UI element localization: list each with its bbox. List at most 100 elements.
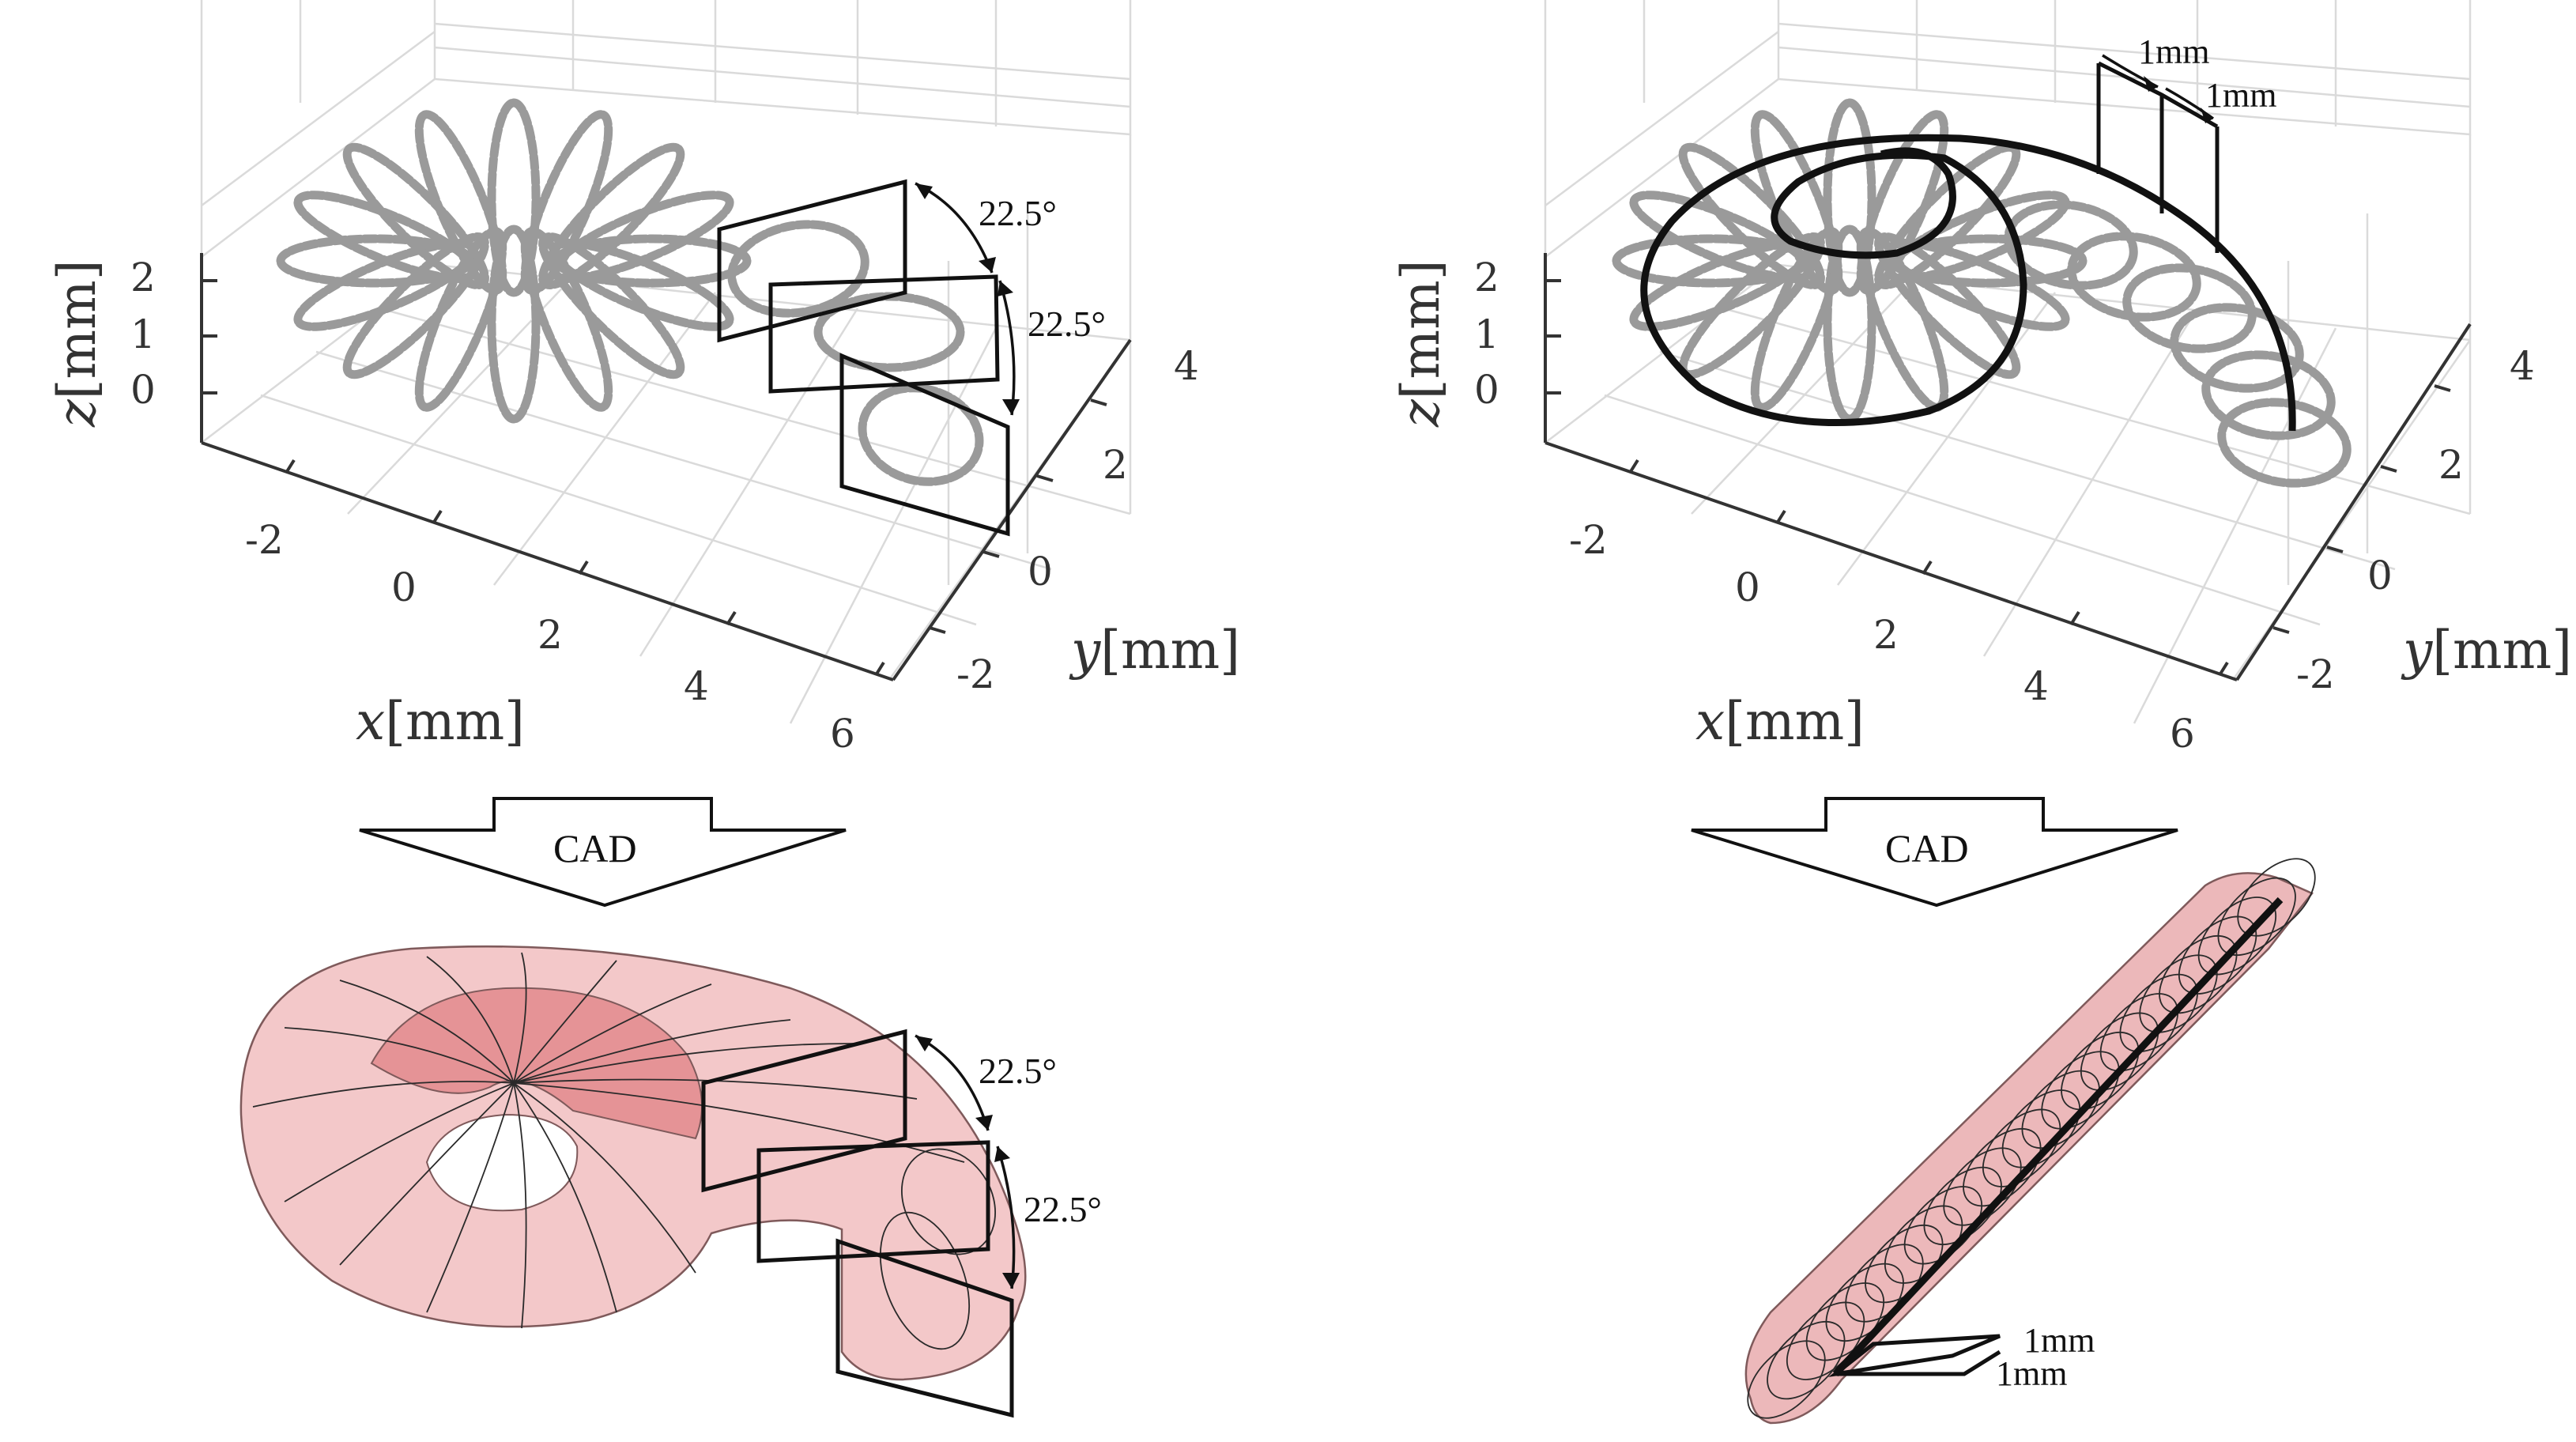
right-x-tick-labels: -2 0 2 4 6	[1569, 517, 2195, 757]
right-z-label-unit: [mm]	[1390, 260, 1451, 400]
right-z-tick-labels: 0 1 2	[1474, 255, 1499, 413]
right-x-tick: -2	[1569, 517, 1608, 563]
right-z-label-var: z	[1390, 398, 1451, 428]
right-z-axis-label: z[mm]	[1390, 260, 1451, 428]
left-z-tick: 0	[130, 367, 156, 413]
left-cad-model: 22.5° 22.5°	[239, 945, 1102, 1418]
right-offset-label-1: 1mm	[2138, 32, 2209, 71]
right-cad-arrow: CAD	[1691, 797, 2178, 908]
mesh-line	[339, 1082, 515, 1266]
sample-loop	[2201, 350, 2336, 440]
tube-ring	[2021, 1070, 2100, 1149]
left-cad-section-planes	[701, 1029, 1020, 1418]
left-y-tick: 0	[1028, 549, 1053, 595]
mesh-line	[513, 960, 617, 1084]
right-x-axis-label: x[mm]	[1695, 691, 1865, 752]
right-x-label-var: x	[1695, 691, 1725, 752]
right-x-tick: 6	[2170, 711, 2195, 757]
right-y-tick: -2	[2296, 651, 2335, 697]
mesh-line	[426, 1082, 515, 1313]
right-y-tick: 4	[2510, 343, 2535, 389]
left-x-tick: 2	[537, 612, 563, 658]
right-z-tick: 1	[1474, 311, 1499, 357]
right-cad-centerline	[1832, 897, 2284, 1377]
left-cad-inner-dark	[370, 987, 703, 1140]
sample-loop	[858, 383, 984, 486]
tube-ring	[2061, 1031, 2140, 1111]
left-z-axis-label: z[mm]	[47, 260, 107, 428]
mesh-line	[339, 980, 515, 1084]
tube-ring	[2001, 1089, 2081, 1168]
left-y-label-unit: [mm]	[1100, 620, 1240, 681]
left-x-tick: 6	[830, 711, 855, 757]
sample-loop	[538, 142, 685, 290]
right-x-label-unit: [mm]	[1725, 691, 1865, 752]
right-y-tick: 0	[2367, 553, 2393, 598]
right-y-tick-labels: -2 0 2 4	[2296, 343, 2535, 697]
right-cad-arrow-label: CAD	[1885, 826, 1969, 870]
right-cad-offset-label-2: 1mm	[1996, 1354, 2067, 1393]
left-y-axis-label: y[mm]	[1069, 620, 1240, 681]
left-cad-angle-label-2: 22.5°	[1024, 1189, 1102, 1229]
sample-loop	[414, 110, 507, 295]
sample-loop	[1874, 142, 2021, 290]
tube-ring	[1923, 1166, 2002, 1246]
tube-ring	[2159, 934, 2238, 1014]
tube-ring	[2080, 1012, 2159, 1091]
left-cad-arrow: CAD	[359, 797, 847, 908]
sample-loop	[487, 98, 541, 297]
mesh-line	[513, 1082, 527, 1329]
right-axes	[1544, 253, 2472, 681]
right-x-tick: 2	[1873, 612, 1899, 658]
left-cad-angle-label-1: 22.5°	[979, 1051, 1057, 1091]
left-sample-loops	[276, 98, 984, 486]
tube-ring	[2178, 915, 2257, 995]
mesh-line	[513, 1082, 696, 1274]
mesh-line	[513, 1043, 854, 1084]
left-y-tick: 2	[1103, 442, 1128, 488]
right-x-tick: 0	[1735, 564, 1760, 610]
left-z-label-var: z	[47, 398, 107, 428]
left-cad-arrow-label: CAD	[553, 826, 637, 870]
tube-ring	[1943, 1147, 2022, 1226]
sample-loop	[342, 232, 489, 379]
mesh-line	[513, 983, 712, 1084]
left-grid	[200, 0, 1132, 724]
left-cad-mesh-lines	[252, 952, 997, 1350]
right-spiral-path	[1640, 134, 2296, 432]
left-angle-arc-2	[998, 280, 1016, 416]
sample-loop	[813, 292, 965, 372]
tube-ring	[2041, 1051, 2120, 1130]
mesh-line	[252, 1081, 515, 1108]
tube-ring	[2237, 858, 2316, 937]
tube-ring	[2099, 993, 2179, 1072]
left-plane-3	[839, 353, 1010, 537]
left-x-tick: -2	[245, 517, 284, 563]
tube-ring	[1982, 1108, 2061, 1187]
left-section-planes	[717, 179, 1020, 537]
right-grid	[1544, 0, 2472, 724]
sample-loop	[727, 220, 869, 318]
tube-ring	[1747, 1340, 1826, 1419]
tube-ring	[2139, 954, 2218, 1033]
sample-loop	[2122, 263, 2257, 353]
left-x-tick: 4	[684, 663, 709, 709]
left-y-tick: -2	[956, 651, 995, 697]
left-z-label-unit: [mm]	[47, 260, 107, 400]
mesh-line	[513, 1082, 617, 1313]
right-y-axis-label: y[mm]	[2401, 620, 2572, 681]
right-offset-label-2: 1mm	[2205, 76, 2276, 115]
right-sample-loops	[1612, 98, 2352, 488]
tube-ring	[2217, 877, 2296, 957]
left-angle-label-2: 22.5°	[1028, 304, 1106, 344]
right-z-tick: 2	[1474, 255, 1499, 300]
left-x-label-var: x	[356, 691, 385, 752]
tube-ring	[2119, 973, 2198, 1053]
right-y-tick: 2	[2438, 442, 2464, 488]
sample-loop	[1823, 98, 1876, 297]
left-plane-1	[717, 179, 907, 343]
right-cad-offset-markers	[1828, 1334, 2001, 1377]
left-z-tick-labels: 0 1 2	[130, 255, 156, 413]
mesh-line	[284, 1027, 515, 1084]
mesh-line	[513, 1019, 791, 1084]
